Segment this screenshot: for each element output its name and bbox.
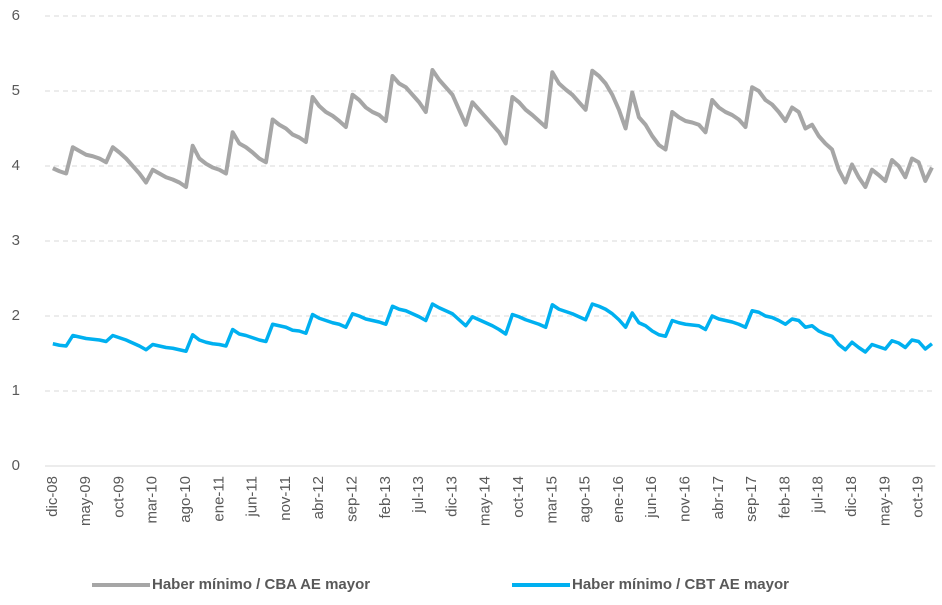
- legend: Haber mínimo / CBA AE mayor Haber mínimo …: [92, 576, 789, 593]
- y-tick-label: 4: [12, 157, 20, 174]
- legend-label: Haber mínimo / CBT AE mayor: [572, 576, 789, 593]
- x-tick-label: ene-16: [610, 476, 627, 523]
- x-tick-label: mar-15: [543, 476, 560, 524]
- y-tick-label: 3: [12, 232, 20, 249]
- data-line: [52, 302, 934, 354]
- x-tick-label: jul-18: [810, 476, 827, 514]
- x-tick-label: oct-19: [910, 476, 927, 518]
- x-tick-label: dic-13: [443, 476, 460, 517]
- x-tick-label: dic-18: [843, 476, 860, 517]
- y-tick-label: 6: [12, 7, 20, 24]
- x-tick-label: nov-16: [676, 476, 693, 522]
- x-tick-label: jun-11: [244, 476, 261, 518]
- x-tick-label: sep-17: [743, 476, 760, 522]
- y-tick-label: 2: [12, 307, 20, 324]
- x-tick-label: abr-17: [710, 476, 727, 519]
- y-tick-label: 5: [12, 82, 20, 99]
- data-line: [52, 68, 934, 189]
- x-tick-label: mar-10: [144, 476, 161, 524]
- x-tick-label: sep-12: [343, 476, 360, 522]
- y-tick-label: 1: [12, 382, 20, 399]
- x-tick-label: may-19: [876, 476, 893, 526]
- legend-label: Haber mínimo / CBA AE mayor: [152, 576, 370, 593]
- x-tick-label: jun-16: [643, 476, 660, 519]
- x-tick-label: ago-15: [577, 476, 594, 523]
- x-tick-label: ago-10: [177, 476, 194, 523]
- x-tick-label: may-09: [77, 476, 94, 526]
- x-tick-label: abr-12: [310, 476, 327, 519]
- y-tick-label: 0: [12, 457, 20, 474]
- x-tick-label: feb-18: [776, 476, 793, 519]
- x-tick-label: may-14: [477, 476, 494, 526]
- x-tick-label: oct-09: [110, 476, 127, 518]
- x-tick-label: nov-11: [277, 476, 294, 521]
- x-tick-label: dic-08: [44, 476, 61, 517]
- x-tick-label: oct-14: [510, 476, 527, 518]
- x-tick-label: ene-11: [210, 476, 227, 522]
- x-tick-label: feb-13: [377, 476, 394, 519]
- x-tick-label: jul-13: [410, 476, 427, 514]
